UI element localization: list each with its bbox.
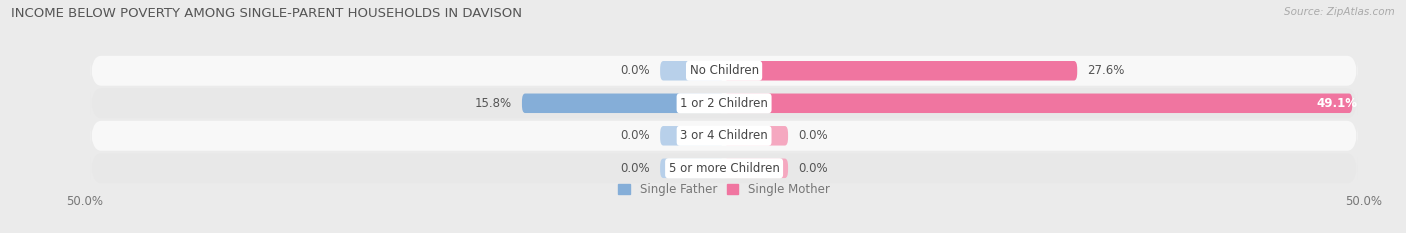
Text: 3 or 4 Children: 3 or 4 Children	[681, 129, 768, 142]
Text: 5 or more Children: 5 or more Children	[669, 162, 779, 175]
Legend: Single Father, Single Mother: Single Father, Single Mother	[619, 183, 830, 196]
Text: 0.0%: 0.0%	[799, 129, 828, 142]
Text: No Children: No Children	[689, 64, 759, 77]
Text: 1 or 2 Children: 1 or 2 Children	[681, 97, 768, 110]
Text: Source: ZipAtlas.com: Source: ZipAtlas.com	[1284, 7, 1395, 17]
FancyBboxPatch shape	[91, 88, 1357, 118]
FancyBboxPatch shape	[724, 61, 1077, 81]
Text: INCOME BELOW POVERTY AMONG SINGLE-PARENT HOUSEHOLDS IN DAVISON: INCOME BELOW POVERTY AMONG SINGLE-PARENT…	[11, 7, 522, 20]
FancyBboxPatch shape	[661, 158, 724, 178]
FancyBboxPatch shape	[724, 126, 787, 146]
Text: 49.1%: 49.1%	[1316, 97, 1357, 110]
FancyBboxPatch shape	[661, 61, 724, 81]
FancyBboxPatch shape	[91, 121, 1357, 151]
Text: 0.0%: 0.0%	[799, 162, 828, 175]
Text: 27.6%: 27.6%	[1087, 64, 1125, 77]
FancyBboxPatch shape	[522, 93, 724, 113]
Text: 0.0%: 0.0%	[620, 162, 650, 175]
FancyBboxPatch shape	[91, 153, 1357, 183]
FancyBboxPatch shape	[724, 93, 1353, 113]
Text: 15.8%: 15.8%	[475, 97, 512, 110]
FancyBboxPatch shape	[91, 56, 1357, 86]
FancyBboxPatch shape	[661, 126, 724, 146]
Text: 0.0%: 0.0%	[620, 64, 650, 77]
Text: 0.0%: 0.0%	[620, 129, 650, 142]
FancyBboxPatch shape	[724, 158, 787, 178]
